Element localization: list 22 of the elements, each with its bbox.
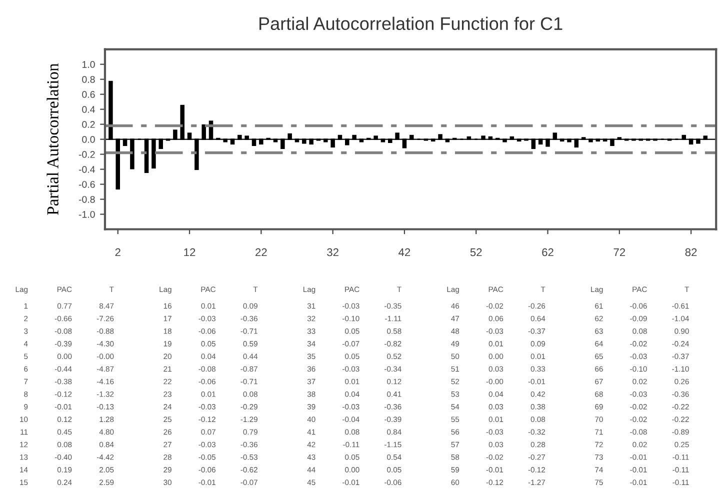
y-tick-label: 1.0 [82, 61, 95, 68]
y-tick-label: 0.6 [82, 91, 95, 98]
y-tick-label: -0.2 [78, 151, 95, 158]
x-tick-label: 12 [184, 248, 196, 256]
y-tick-label: -0.6 [78, 180, 95, 188]
y-tick-label: 0.0 [82, 136, 95, 143]
x-tick-label: 22 [256, 248, 267, 256]
x-tick-label: 72 [614, 248, 626, 256]
x-tick-label: 62 [542, 248, 554, 256]
x-tick-label: 52 [470, 248, 482, 256]
x-tick-label: 2 [115, 248, 120, 256]
chart-title: Partial Autocorrelation Function for C1 [259, 16, 562, 30]
x-tick-label: 82 [685, 248, 697, 256]
y-tick-label: 0.8 [82, 76, 95, 83]
y-tick-label: 0.4 [82, 106, 95, 113]
y-tick-label: 0.2 [82, 121, 95, 128]
y-tick-label: -0.4 [78, 166, 95, 173]
y-tick-label: -0.8 [78, 196, 95, 203]
x-tick-label: 42 [398, 248, 410, 256]
y-tick-label: -1.0 [78, 210, 95, 218]
x-tick-label: 32 [327, 248, 338, 256]
y-axis-title: Partial Autocorrelation [46, 63, 58, 215]
